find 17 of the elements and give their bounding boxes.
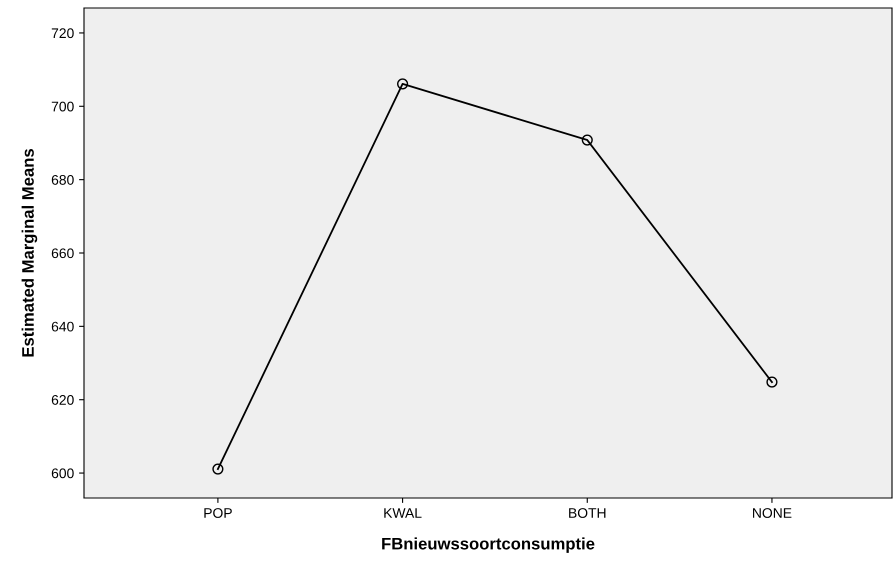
y-tick-label: 600: [52, 468, 74, 478]
y-tick-label: 660: [52, 248, 74, 258]
x-tick-label: KWAL: [384, 508, 422, 518]
x-axis-title: FBnieuwssoortconsumptie: [382, 537, 594, 553]
y-tick-label: 720: [52, 28, 74, 38]
x-tick-label: BOTH: [569, 508, 606, 518]
point: [397, 78, 408, 90]
x-tick-label: POP: [204, 508, 232, 518]
y-tick-label: 620: [52, 395, 74, 405]
y-axis-title: Estimated Marginal Means: [22, 149, 38, 357]
point: [766, 376, 778, 388]
y-tick-label: 700: [52, 102, 74, 112]
point: [582, 134, 593, 146]
y-tick-label: 680: [52, 174, 74, 185]
y-tick-label: 640: [52, 322, 74, 332]
x-tick-label: NONE: [753, 508, 792, 518]
point: [212, 463, 224, 475]
